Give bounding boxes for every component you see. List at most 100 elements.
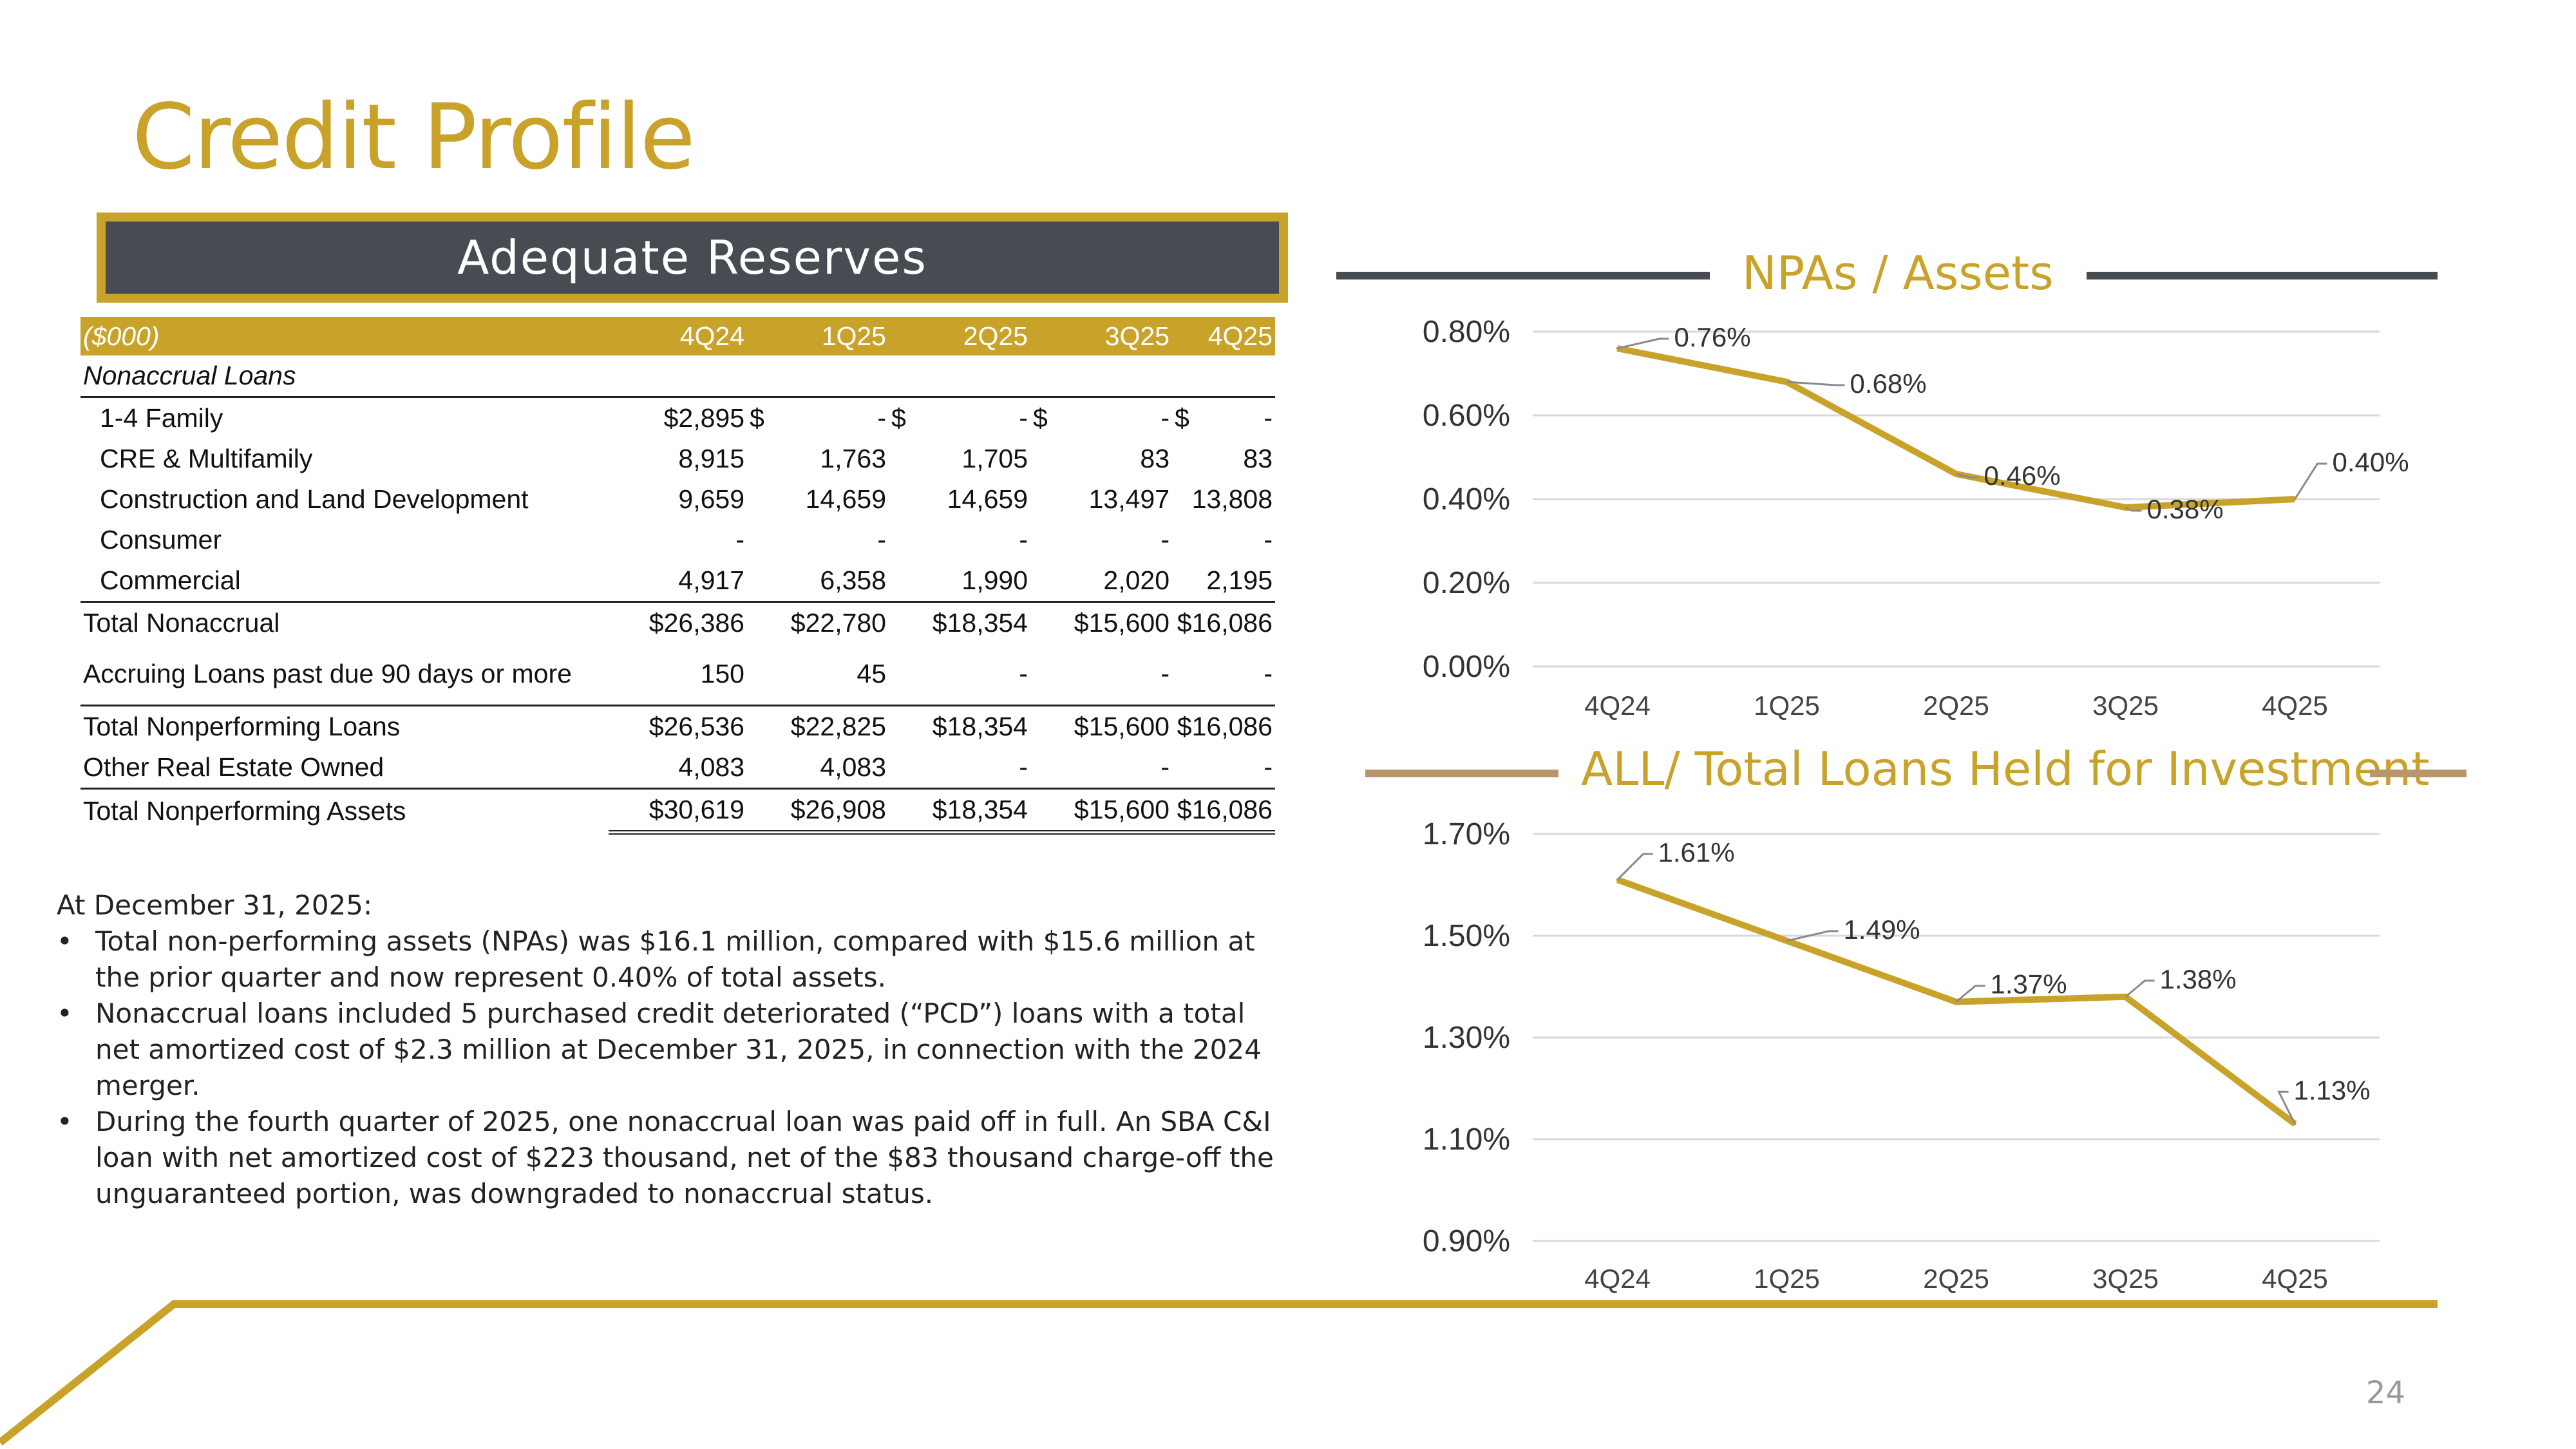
- cell-value: 13,808: [1191, 484, 1273, 514]
- section-banner: Adequate Reserves: [97, 213, 1288, 303]
- data-label: 1.49%: [1844, 914, 1920, 945]
- total-row: Total Nonperforming Loans $26,536 $22,82…: [80, 706, 1275, 748]
- cell-value: 4,083: [609, 747, 747, 790]
- y-tick-label: 0.80%: [1423, 315, 1510, 349]
- leader-line: [1616, 853, 1653, 881]
- y-tick-label: 1.50%: [1423, 919, 1510, 953]
- x-tick-label: 4Q24: [1584, 1264, 1651, 1294]
- cell-value: -: [889, 747, 1030, 790]
- column-header: 2Q25: [889, 317, 1030, 355]
- cell-value: $26,536: [649, 712, 744, 741]
- leader-line: [1956, 473, 1979, 478]
- cell-value: 6,358: [747, 560, 889, 603]
- row-label: Consumer: [100, 525, 222, 554]
- cell-value: -: [1264, 525, 1273, 554]
- y-tick-label: 0.40%: [1423, 482, 1510, 516]
- data-label: 0.40%: [2333, 447, 2409, 477]
- cell-value: -: [1172, 747, 1275, 790]
- y-tick-label: 0.60%: [1423, 399, 1510, 433]
- cell-value: -: [889, 643, 1030, 706]
- x-tick-label: 2Q25: [1923, 1264, 1989, 1294]
- column-header: 1Q25: [747, 317, 889, 355]
- cell-value: $16,086: [1177, 608, 1273, 638]
- bullet-icon: •: [57, 998, 73, 1029]
- y-tick-label: 1.70%: [1423, 817, 1510, 851]
- row-label: Commercial: [80, 560, 609, 603]
- table-row: CRE & Multifamily 8,915 1,763 1,705 83 8…: [80, 439, 1275, 479]
- all-chart-title: ALL/ Total Loans Held for Investment: [1581, 742, 2430, 796]
- total-row: Total Nonperforming Assets $30,619 $26,9…: [80, 788, 1275, 835]
- table-row: 1-4 Family $2,895 $ - $ - $ - $ -: [80, 397, 1275, 439]
- row-label: Total Nonperforming Assets: [83, 795, 406, 826]
- cell-value: 83: [1140, 444, 1170, 473]
- x-tick-label: 4Q25: [2262, 1264, 2328, 1294]
- x-tick-label: 3Q25: [2092, 690, 2159, 721]
- row-label: Other Real Estate Owned: [80, 747, 609, 790]
- cell-value: -: [1030, 643, 1172, 706]
- table-row: Construction and Land Development 9,659 …: [80, 479, 1275, 520]
- cell-value: $18,354: [932, 608, 1028, 638]
- cell-value: $18,354: [889, 788, 1030, 835]
- row-label: 1-4 Family: [100, 403, 223, 433]
- cell-value: 4,917: [609, 560, 747, 603]
- cell-value: $ -: [1175, 403, 1273, 433]
- data-label: 1.61%: [1658, 837, 1735, 867]
- cell-value: -: [877, 525, 886, 554]
- y-tick-label: 0.00%: [1423, 650, 1510, 684]
- data-label: 0.68%: [1850, 368, 1927, 399]
- cell-value: $15,600: [1074, 608, 1170, 638]
- header-rule-left: [1365, 770, 1558, 777]
- cell-value: $16,086: [1177, 712, 1273, 741]
- unit-label: ($000): [80, 317, 609, 355]
- column-header: 4Q24: [609, 317, 747, 355]
- cell-value: 4,083: [747, 747, 889, 790]
- cell-value: -: [1030, 747, 1172, 790]
- cell-value: $ -: [750, 403, 886, 433]
- row-label: Total Nonperforming Loans: [83, 712, 401, 741]
- cell-value: 83: [1243, 444, 1273, 473]
- leader-line: [1617, 337, 1669, 350]
- list-item: • Total non-performing assets (NPAs) was …: [57, 923, 1280, 996]
- notes-intro: At December 31, 2025:: [57, 889, 373, 921]
- cell-value: $ -: [891, 403, 1028, 433]
- x-tick-label: 4Q25: [2262, 690, 2328, 721]
- x-tick-label: 3Q25: [2092, 1264, 2159, 1294]
- data-label: 0.76%: [1674, 322, 1751, 352]
- cell-value: $15,600: [1030, 788, 1172, 835]
- leader-line: [1955, 985, 1985, 1003]
- cell-value: 8,915: [678, 444, 744, 473]
- y-tick-label: 0.90%: [1423, 1224, 1510, 1258]
- nonperforming-loans-table: ($000) 4Q24 1Q25 2Q25 3Q25 4Q25 Nonaccru…: [80, 317, 1275, 835]
- cell-value: -: [1019, 525, 1028, 554]
- leader-line: [2125, 506, 2142, 512]
- column-header: 3Q25: [1030, 317, 1172, 355]
- cell-value: 9,659: [678, 484, 744, 514]
- banner-label: Adequate Reserves: [106, 222, 1279, 294]
- data-label: 0.38%: [2147, 494, 2224, 524]
- cell-value: 45: [747, 643, 889, 706]
- notes-section: At December 31, 2025: • Total non-perform…: [57, 887, 1280, 1212]
- cell-value: $16,086: [1172, 788, 1275, 835]
- leader-line: [2277, 1090, 2296, 1124]
- cell-value: $22,825: [790, 712, 886, 741]
- data-label: 1.37%: [1991, 969, 2067, 999]
- cell-value: 150: [609, 643, 747, 706]
- cell-value: 14,659: [805, 484, 886, 514]
- section-row: Nonaccrual Loans: [80, 355, 1275, 398]
- x-tick-label: 1Q25: [1754, 1264, 1820, 1294]
- cell-value: $2,895: [663, 403, 744, 433]
- leader-line: [1786, 381, 1845, 386]
- cell-value: $15,600: [1074, 712, 1170, 741]
- total-row: Total Nonaccrual $26,386 $22,780 $18,354…: [80, 602, 1275, 644]
- cell-value: 13,497: [1088, 484, 1170, 514]
- cell-value: 1,763: [820, 444, 886, 473]
- header-rule-left: [1336, 272, 1710, 279]
- data-label: 1.38%: [2160, 964, 2237, 994]
- data-label: 0.46%: [1984, 460, 2061, 491]
- cell-value: $30,619: [609, 788, 747, 835]
- table-header-row: ($000) 4Q24 1Q25 2Q25 3Q25 4Q25: [80, 317, 1275, 355]
- leader-line: [1786, 930, 1839, 942]
- y-tick-label: 1.10%: [1423, 1122, 1510, 1157]
- cell-value: 2,195: [1172, 560, 1275, 603]
